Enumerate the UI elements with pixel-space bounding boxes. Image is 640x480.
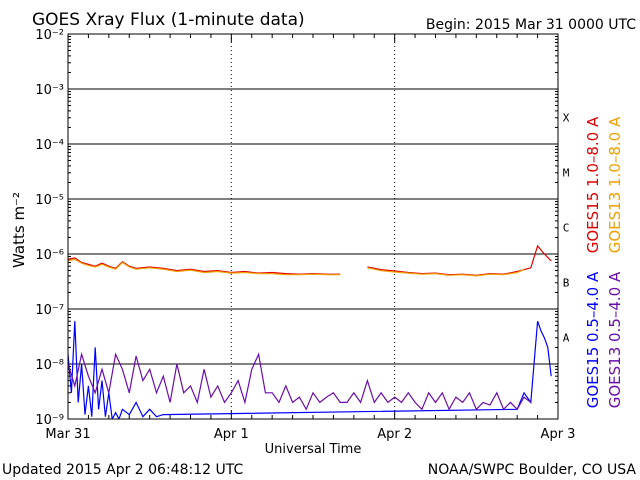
x-tick-label: Apr 3 xyxy=(541,427,576,442)
legend-entry: GOES13 1.0–8.0 A xyxy=(606,116,624,253)
series-line xyxy=(367,267,525,277)
y-tick-label: 10⁻² xyxy=(35,28,64,43)
updated-timestamp: Updated 2015 Apr 2 06:48:12 UTC xyxy=(2,462,243,478)
series-line xyxy=(68,258,341,276)
legend-entry: GOES15 1.0–8.0 A xyxy=(584,116,602,253)
begin-label: Begin: 2015 Mar 31 0000 UTC xyxy=(426,17,636,33)
series-line xyxy=(68,351,532,411)
x-tick-labels: Mar 31 Apr 1 Apr 2 Apr 3 xyxy=(45,427,575,442)
y-tick-label: 10⁻³ xyxy=(35,83,64,98)
flare-class-label: A xyxy=(563,332,570,345)
chart-title: GOES Xray Flux (1-minute data) xyxy=(32,10,305,30)
legend-entry: GOES15 0.5–4.0 A xyxy=(584,271,602,408)
flare-class-labels: X M C B A xyxy=(563,112,570,345)
legend-entry: GOES13 0.5–4.0 A xyxy=(606,271,624,408)
flare-class-label: B xyxy=(563,277,570,290)
plot-area xyxy=(67,34,559,419)
plot-frame xyxy=(67,33,559,420)
y-tick-label: 10⁻⁶ xyxy=(35,248,64,263)
flare-class-label: M xyxy=(563,167,570,180)
y-tick-label: 10⁻⁵ xyxy=(35,193,64,208)
credit: NOAA/SWPC Boulder, CO USA xyxy=(428,462,637,478)
y-tick-label: 10⁻⁹ xyxy=(35,413,64,428)
x-tick-label: Apr 1 xyxy=(214,427,249,442)
series-line xyxy=(68,257,341,275)
y-tick-label: 10⁻⁷ xyxy=(35,303,64,318)
y-tick-label: 10⁻⁸ xyxy=(35,358,64,373)
x-axis-label: Universal Time xyxy=(265,442,362,457)
x-tick-label: Apr 2 xyxy=(377,427,412,442)
series-layer xyxy=(68,244,552,419)
y-axis-label: Watts m⁻² xyxy=(10,192,28,268)
flare-class-label: X xyxy=(563,112,570,125)
y-tick-labels: 10⁻² 10⁻³ 10⁻⁴ 10⁻⁵ 10⁻⁶ 10⁻⁷ 10⁻⁸ 10⁻⁹ xyxy=(35,28,64,428)
x-tick-label: Mar 31 xyxy=(45,427,90,442)
flare-class-label: C xyxy=(563,222,570,235)
y-tick-label: 10⁻⁴ xyxy=(35,138,64,153)
